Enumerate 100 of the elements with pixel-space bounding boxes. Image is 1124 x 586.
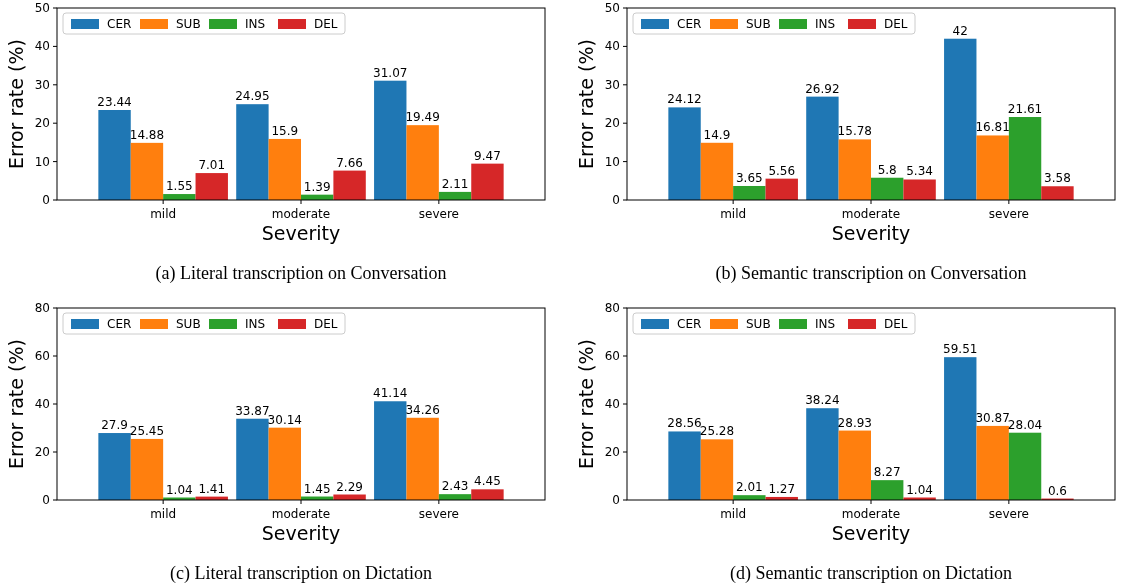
y-tick-label: 60: [604, 349, 620, 363]
data-label: 38.24: [805, 393, 840, 408]
legend-label: CER: [677, 17, 702, 31]
y-tick-label: 0: [42, 493, 50, 507]
x-tick-label: mild: [150, 207, 177, 221]
data-label: 16.81: [975, 120, 1010, 135]
data-label: 24.12: [667, 92, 702, 107]
x-tick-label: severe: [418, 207, 459, 221]
x-tick-label: moderate: [271, 207, 331, 221]
y-tick-label: 80: [34, 301, 50, 315]
data-label: 15.78: [837, 124, 872, 139]
y-tick-label: 40: [604, 397, 620, 411]
y-tick-label: 30: [34, 77, 50, 92]
data-label: 4.45: [474, 474, 501, 489]
legend-label: INS: [245, 17, 266, 31]
data-label: 25.45: [129, 423, 165, 438]
x-tick-label: mild: [720, 207, 747, 221]
data-label: 1.04: [165, 482, 193, 497]
y-tick-label: 20: [604, 116, 620, 131]
data-label: 2.01: [735, 480, 763, 495]
y-tick-label: 0: [612, 493, 620, 507]
x-tick-label: mild: [720, 507, 747, 521]
data-label: 0.6: [1047, 483, 1067, 498]
y-tick-label: 50: [604, 1, 620, 15]
y-axis-title: Error rate (%): [5, 39, 27, 169]
x-tick-label: severe: [988, 507, 1029, 521]
legend-label: CER: [107, 317, 132, 331]
data-label: 2.29: [336, 479, 363, 494]
x-tick-label: moderate: [841, 507, 901, 521]
data-label: 2.43: [441, 479, 469, 494]
data-label: 28.04: [1007, 417, 1043, 432]
y-tick-label: 20: [604, 445, 620, 459]
data-label: 33.87: [235, 403, 270, 418]
y-tick-label: 0: [42, 193, 50, 207]
text: (b) Semantic transcription on Conversation: [715, 263, 1027, 284]
y-tick-label: 50: [34, 1, 50, 15]
text: (a) Literal transcription on Conversation: [155, 263, 447, 284]
data-label: 23.44: [97, 94, 132, 109]
data-label: 3.58: [1044, 171, 1071, 186]
y-axis-title: Error rate (%): [5, 339, 27, 469]
data-label: 41.14: [373, 386, 408, 401]
y-axis-title: Error rate (%): [575, 339, 597, 469]
y-tick-label: 40: [34, 39, 50, 54]
x-axis-title: Severity: [261, 522, 341, 544]
text: (d) Semantic transcription on Dictation: [730, 563, 1012, 584]
legend-label: INS: [245, 317, 266, 331]
data-label: 5.34: [906, 164, 933, 179]
text: (c) Literal transcription on Dictation: [170, 563, 432, 584]
data-label: 1.45: [303, 481, 331, 496]
y-tick-label: 10: [34, 154, 50, 169]
legend-label: CER: [677, 317, 702, 331]
data-label: 19.49: [405, 110, 440, 125]
y-tick-label: 10: [604, 154, 620, 169]
data-label: 30.87: [975, 410, 1010, 425]
legend-label: INS: [815, 317, 836, 331]
data-label: 3.65: [735, 170, 763, 185]
x-tick-label: moderate: [841, 207, 901, 221]
data-label: 14.9: [703, 127, 731, 142]
y-tick-label: 40: [34, 397, 50, 411]
data-label: 7.01: [198, 158, 226, 173]
legend-label: INS: [815, 17, 836, 31]
data-label: 21.61: [1007, 102, 1043, 117]
y-tick-label: 20: [34, 445, 50, 459]
x-tick-label: severe: [418, 507, 459, 521]
data-label: 34.26: [405, 402, 440, 417]
legend-label: SUB: [176, 317, 201, 331]
data-label: 59.51: [943, 342, 978, 357]
data-label: 24.95: [235, 89, 270, 104]
data-label: 8.27: [873, 465, 901, 480]
y-tick-label: 0: [612, 193, 620, 207]
x-tick-label: moderate: [271, 507, 331, 521]
data-label: 14.88: [129, 127, 165, 142]
x-tick-label: severe: [988, 207, 1029, 221]
data-label: 27.9: [101, 418, 128, 433]
data-label: 31.07: [373, 65, 408, 80]
data-label: 1.27: [768, 481, 796, 496]
data-label: 1.55: [165, 179, 193, 194]
data-label: 42: [952, 23, 968, 38]
data-label: 1.41: [198, 481, 226, 496]
legend-label: DEL: [314, 317, 338, 331]
data-label: 26.92: [805, 81, 840, 96]
data-label: 5.56: [768, 163, 796, 178]
legend-label: SUB: [176, 17, 201, 31]
data-label: 28.93: [837, 415, 872, 430]
y-tick-label: 20: [34, 116, 50, 131]
y-tick-label: 60: [34, 349, 50, 363]
data-label: 2.11: [441, 176, 469, 191]
x-axis-title: Severity: [831, 222, 911, 244]
data-label: 1.04: [906, 482, 933, 497]
legend-label: SUB: [746, 17, 771, 31]
data-label: 9.47: [474, 148, 501, 163]
y-axis-title: Error rate (%): [575, 39, 597, 169]
legend-label: DEL: [884, 317, 908, 331]
data-label: 1.39: [303, 179, 331, 194]
x-axis-title: Severity: [261, 222, 341, 244]
legend-label: CER: [107, 17, 132, 31]
y-tick-label: 40: [604, 39, 620, 54]
legend-label: SUB: [746, 317, 771, 331]
x-tick-label: mild: [150, 507, 177, 521]
y-tick-label: 80: [604, 301, 620, 315]
